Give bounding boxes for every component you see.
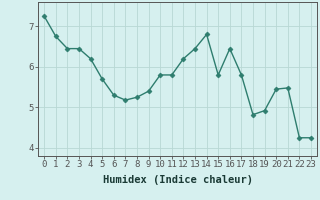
X-axis label: Humidex (Indice chaleur): Humidex (Indice chaleur) <box>103 175 252 185</box>
